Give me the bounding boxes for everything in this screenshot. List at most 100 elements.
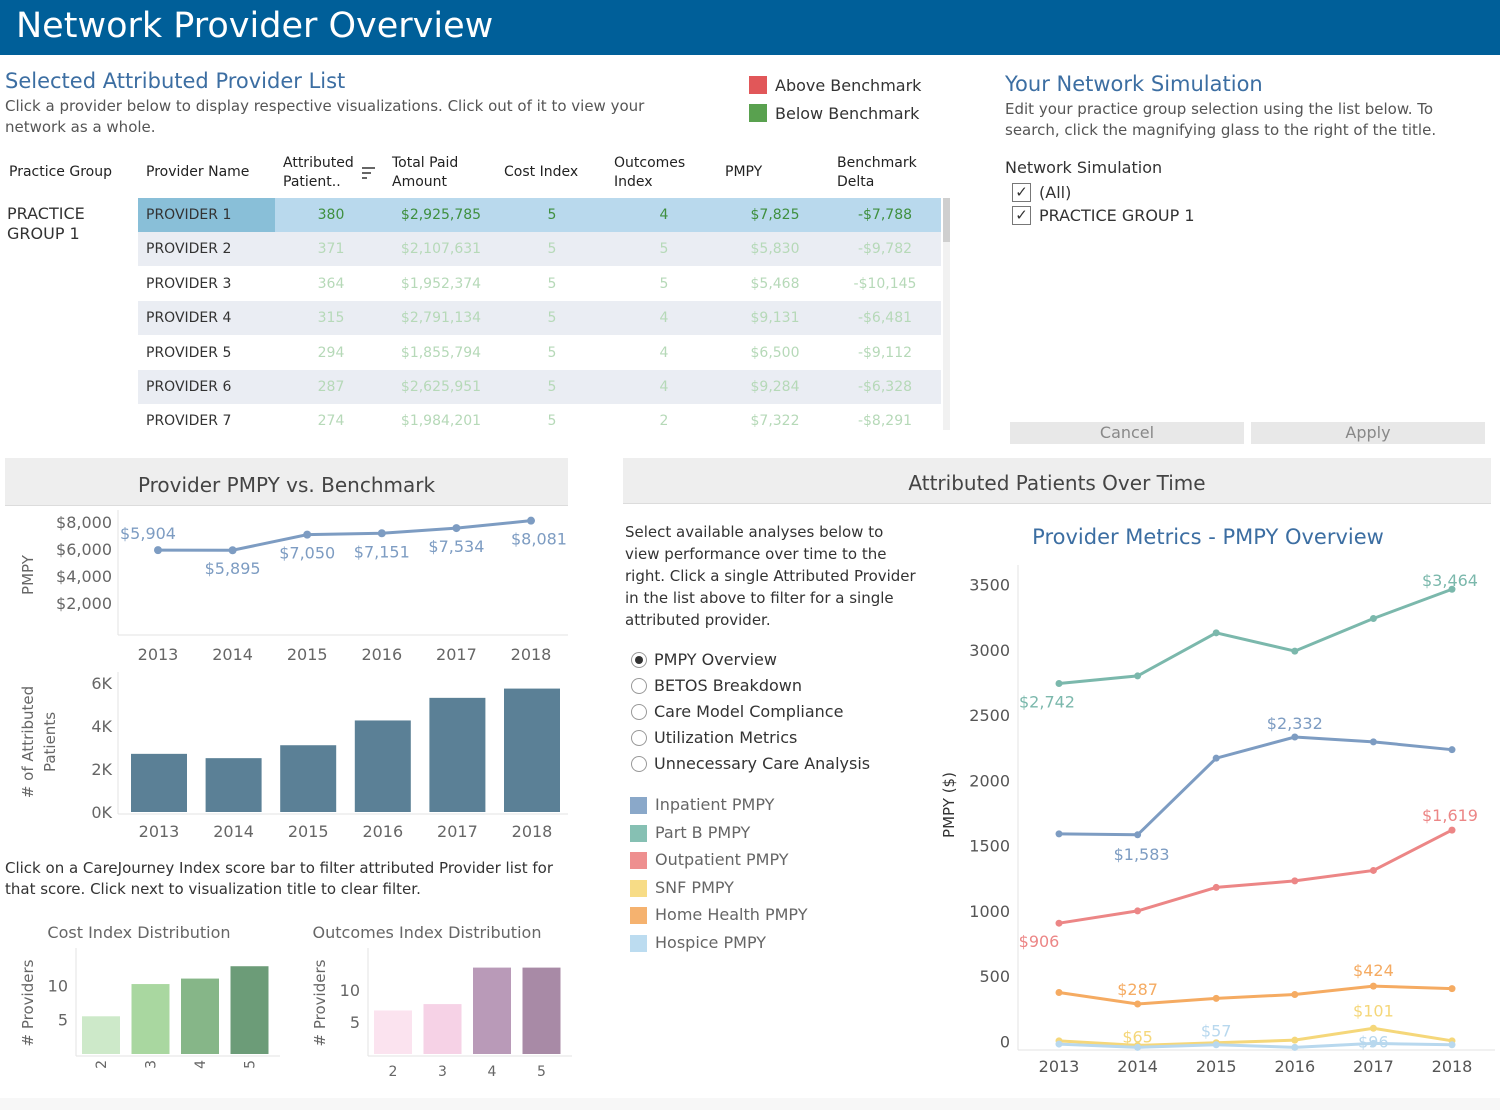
cell-outcomes[interactable]: 4 <box>659 379 669 395</box>
pmpy-point[interactable] <box>527 516 535 525</box>
overview-point[interactable] <box>1291 1036 1299 1044</box>
cell-attributed[interactable]: 274 <box>317 413 345 430</box>
cell-pmpy[interactable]: $6,500 <box>750 344 800 361</box>
checkbox-all-label[interactable]: (All) <box>1039 183 1072 202</box>
overview-point[interactable] <box>1369 1024 1377 1032</box>
overview-point[interactable] <box>1369 866 1377 874</box>
provider-name-cell[interactable]: PROVIDER 1 <box>138 198 275 232</box>
table-row[interactable]: PROVIDER 2 371 $2,107,631 5 5 $5,830 -$9,782 <box>138 232 941 267</box>
analysis-option-label[interactable]: Utilization Metrics <box>654 728 798 747</box>
attributed-bar[interactable] <box>205 758 262 812</box>
distribution-bar[interactable] <box>522 967 561 1054</box>
col-header-benchmark-delta[interactable]: Benchmark Delta <box>837 154 917 192</box>
cell-attributed[interactable]: 287 <box>317 379 345 395</box>
cell-pmpy[interactable]: $7,825 <box>750 207 800 223</box>
cell-attributed[interactable]: 364 <box>317 275 345 292</box>
provider-name-cell[interactable]: PROVIDER 2 <box>146 241 232 258</box>
table-row[interactable]: PROVIDER 6 287 $2,625,951 5 4 $9,284 -$6,328 <box>138 370 941 404</box>
cell-paid[interactable]: $2,625,951 <box>400 379 482 395</box>
cell-delta[interactable]: -$8,291 <box>857 413 913 430</box>
provider-name-cell[interactable]: PROVIDER 6 <box>146 379 232 395</box>
table-row[interactable]: PROVIDER 4 315 $2,791,134 5 4 $9,131 -$6,481 <box>138 301 941 336</box>
col-header-cost-index[interactable]: Cost Index <box>504 164 579 180</box>
cell-delta[interactable]: -$10,145 <box>853 275 917 292</box>
radio-care-model-compliance[interactable] <box>631 704 647 720</box>
cell-paid[interactable]: $2,925,785 <box>400 207 482 223</box>
overview-point[interactable] <box>1448 746 1456 754</box>
cell-pmpy[interactable]: $9,284 <box>750 379 800 395</box>
pmpy-point[interactable] <box>228 546 237 555</box>
overview-point[interactable] <box>1134 831 1142 839</box>
overview-point[interactable] <box>1448 585 1456 593</box>
col-header-attributed[interactable]: Attributed Patient.. <box>283 154 354 192</box>
analysis-option-label[interactable]: PMPY Overview <box>654 650 777 669</box>
provider-name-cell[interactable]: PROVIDER 4 <box>146 310 232 327</box>
outcomes-index-distribution-chart[interactable]: Outcomes Index Distribution 10 5 # Provider… <box>292 918 582 1098</box>
cell-outcomes[interactable]: 5 <box>659 241 669 258</box>
cancel-button[interactable]: Cancel <box>1010 422 1244 444</box>
metric-legend-label[interactable]: Outpatient PMPY <box>655 850 789 870</box>
cell-outcomes[interactable]: 4 <box>659 310 669 327</box>
checkbox-all[interactable]: ✓ <box>1012 183 1031 202</box>
radio-unnecessary-care-analysis[interactable] <box>631 756 647 772</box>
attributed-bar[interactable] <box>354 720 411 812</box>
overview-point[interactable] <box>1134 1043 1142 1051</box>
pmpy-line-chart[interactable]: $8,000 $6,000 $4,000 $2,000 PMPY $5,904 2013 $5… <box>0 510 580 670</box>
overview-point[interactable] <box>1291 1043 1299 1051</box>
cell-attributed[interactable]: 380 <box>317 207 345 223</box>
cell-attributed[interactable]: 294 <box>317 344 345 361</box>
overview-point[interactable] <box>1448 1041 1456 1049</box>
cell-attributed[interactable]: 371 <box>317 241 345 258</box>
distribution-bar[interactable] <box>230 966 269 1054</box>
cell-cost[interactable]: 5 <box>547 241 557 258</box>
overview-point[interactable] <box>1448 826 1456 834</box>
overview-point[interactable] <box>1055 989 1063 997</box>
overview-point[interactable] <box>1055 919 1063 927</box>
cell-paid[interactable]: $1,984,201 <box>400 413 482 430</box>
analysis-option-label[interactable]: Care Model Compliance <box>654 702 844 721</box>
cell-delta[interactable]: -$9,112 <box>857 344 913 361</box>
cell-paid[interactable]: $2,107,631 <box>400 241 482 258</box>
pmpy-point[interactable] <box>452 524 461 533</box>
overview-point[interactable] <box>1055 830 1063 838</box>
cell-cost[interactable]: 5 <box>547 207 557 223</box>
metric-legend-label[interactable]: Inpatient PMPY <box>655 795 775 814</box>
checkbox-practice-group-1-label[interactable]: PRACTICE GROUP 1 <box>1039 206 1195 225</box>
cell-pmpy[interactable]: $7,322 <box>750 413 800 430</box>
overview-point[interactable] <box>1369 982 1377 990</box>
distribution-bar[interactable] <box>473 967 511 1054</box>
cell-delta[interactable]: -$6,481 <box>857 310 913 327</box>
overview-point[interactable] <box>1291 877 1299 885</box>
radio-utilization-metrics[interactable] <box>631 730 647 746</box>
attributed-bar[interactable] <box>429 697 486 812</box>
attributed-bar[interactable] <box>504 688 560 812</box>
cell-cost[interactable]: 5 <box>547 379 557 395</box>
cell-outcomes[interactable]: 5 <box>659 275 669 292</box>
analysis-option-label[interactable]: BETOS Breakdown <box>654 676 802 695</box>
overview-point[interactable] <box>1369 614 1377 622</box>
overview-point[interactable] <box>1212 754 1220 762</box>
overview-point[interactable] <box>1055 679 1063 687</box>
cell-cost[interactable]: 5 <box>547 275 557 292</box>
distribution-bar[interactable] <box>423 1004 462 1054</box>
cell-attributed[interactable]: 315 <box>317 310 345 327</box>
distribution-bar[interactable] <box>374 1010 412 1054</box>
cell-pmpy[interactable]: $9,131 <box>750 310 800 327</box>
sort-icon[interactable] <box>362 166 376 186</box>
metric-legend-label[interactable]: SNF PMPY <box>655 877 734 897</box>
cell-delta[interactable]: -$6,328 <box>857 379 913 395</box>
distribution-bar[interactable] <box>131 984 170 1054</box>
overview-point[interactable] <box>1134 1000 1142 1008</box>
cell-paid[interactable]: $2,791,134 <box>400 310 482 327</box>
cell-outcomes[interactable]: 2 <box>659 413 669 430</box>
cost-index-distribution-chart[interactable]: Cost Index Distribution 10 5 # Providers 2 3 4… <box>0 918 290 1098</box>
overview-point[interactable] <box>1055 1040 1063 1048</box>
cell-outcomes[interactable]: 4 <box>659 344 669 361</box>
table-row[interactable]: PROVIDER 3 364 $1,952,374 5 5 $5,468 -$10,145 <box>138 267 941 301</box>
cell-paid[interactable]: $1,952,374 <box>400 275 482 292</box>
cell-cost[interactable]: 5 <box>547 310 557 327</box>
radio-betos-breakdown[interactable] <box>631 678 647 694</box>
metric-legend-label[interactable]: Hospice PMPY <box>655 933 767 952</box>
cell-cost[interactable]: 5 <box>547 344 557 361</box>
cell-pmpy[interactable]: $5,830 <box>750 241 800 258</box>
